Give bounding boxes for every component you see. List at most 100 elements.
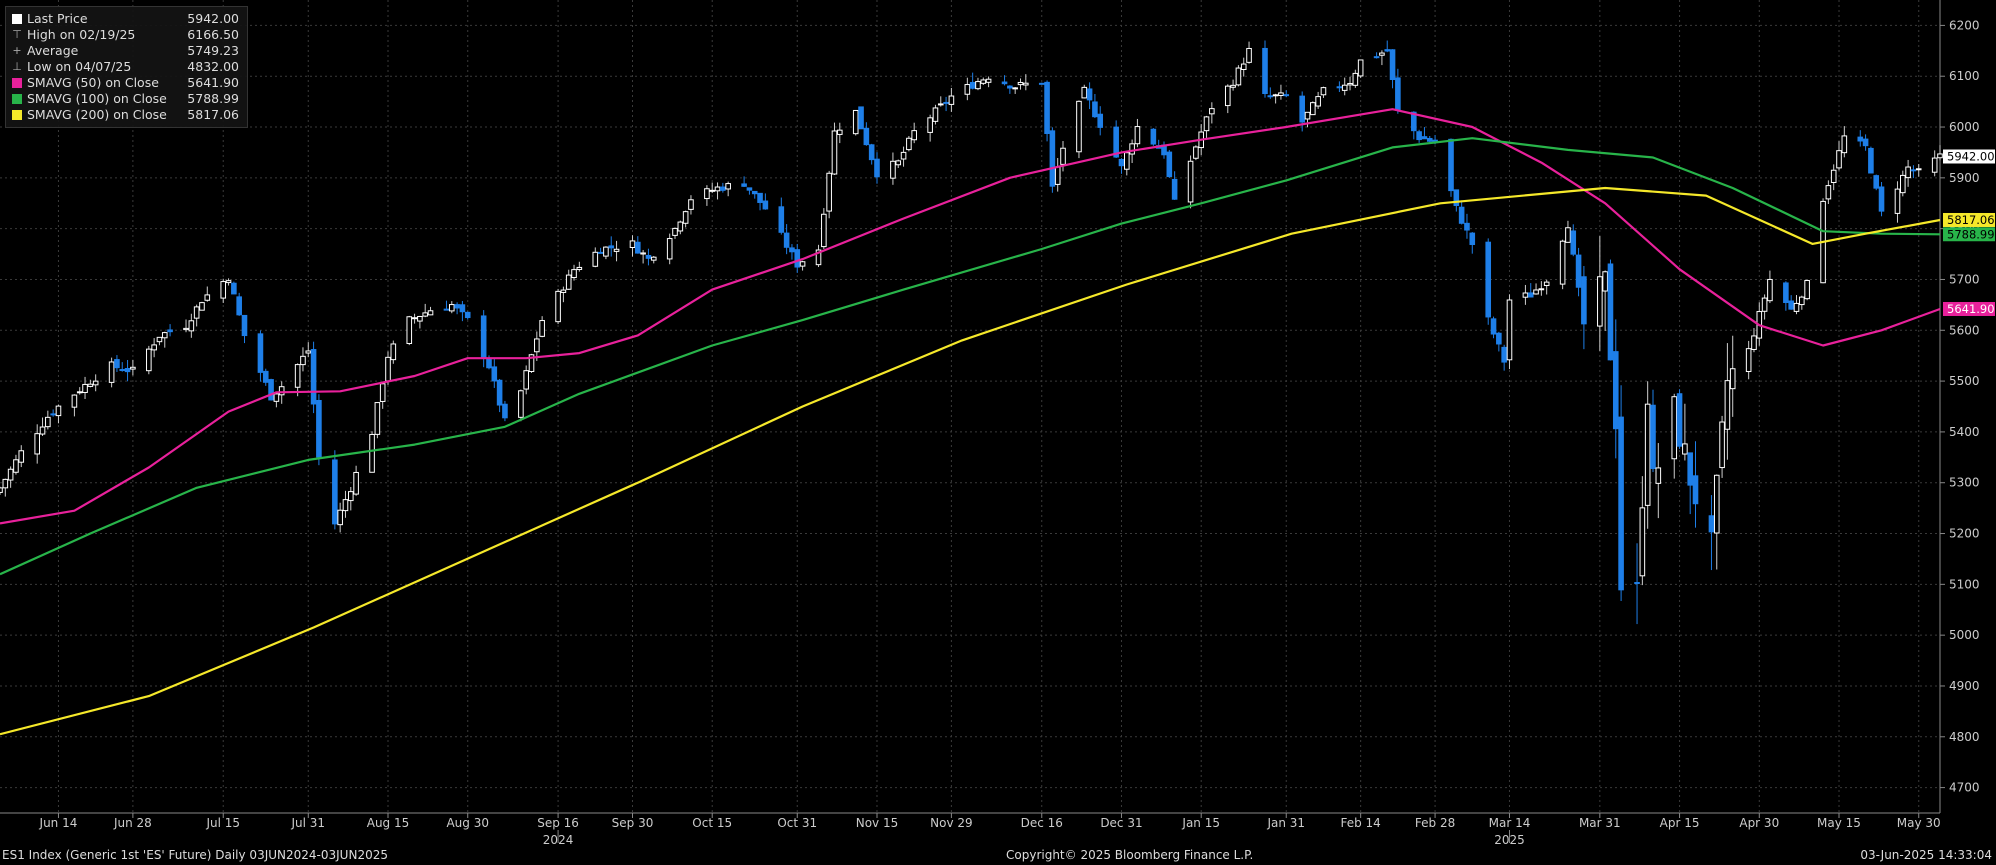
candle-down	[1118, 158, 1125, 167]
x-tick-label: Sep 16	[537, 816, 579, 830]
candle-up	[161, 332, 168, 339]
candle-up	[1533, 289, 1539, 295]
candle-down	[720, 186, 726, 191]
legend-label: High on 02/19/25	[27, 27, 136, 42]
candle-up	[576, 266, 583, 270]
candle-up	[342, 499, 349, 512]
candle-up	[677, 221, 684, 232]
candle-up	[130, 366, 136, 370]
candle-up	[220, 281, 227, 299]
x-tick-label: Jul 31	[290, 816, 325, 830]
candle-down	[1453, 189, 1460, 207]
axis-tag-label: 5788.99	[1947, 227, 1995, 241]
candle-down	[1448, 138, 1454, 192]
candle-up	[900, 151, 907, 160]
x-tick-label: Oct 31	[777, 816, 817, 830]
candle-down	[1384, 49, 1391, 52]
footer-timestamp: 03-Jun-2025 14:33:04	[1860, 848, 1992, 862]
candle-down	[1873, 175, 1880, 189]
candle-up	[725, 183, 731, 190]
candle-up	[1724, 380, 1731, 430]
candle-down	[1395, 77, 1401, 111]
candle-up	[1804, 280, 1810, 300]
candle-up	[82, 383, 88, 393]
candle-down	[1421, 136, 1428, 140]
candle-up	[1565, 227, 1571, 243]
axis-tag-bg	[1943, 227, 1995, 242]
candle-down	[863, 127, 870, 146]
candle-down	[332, 459, 338, 525]
candle-up	[1793, 302, 1800, 312]
candle-up	[1012, 87, 1018, 90]
candle-up	[406, 316, 413, 344]
candle-up	[1899, 174, 1906, 194]
candle-down	[1166, 151, 1173, 177]
x-tick-label: Dec 16	[1021, 816, 1063, 830]
candle-up	[45, 416, 51, 428]
candle-down	[1426, 137, 1433, 142]
legend-label: SMAVG (50) on Close	[27, 75, 159, 90]
candle-up	[385, 356, 391, 382]
average-icon: +	[12, 44, 22, 57]
x-tick-label: Aug 30	[446, 816, 489, 830]
candle-up	[592, 251, 599, 267]
candle-up	[1522, 292, 1529, 298]
candle-up	[1767, 278, 1773, 302]
candle-down	[114, 359, 120, 369]
candle-up	[1187, 160, 1194, 203]
candle-up	[964, 84, 971, 95]
candle-down	[874, 158, 880, 178]
x-tick-label: Oct 15	[692, 816, 732, 830]
candle-up	[1841, 135, 1848, 154]
candle-down	[1862, 138, 1869, 147]
candle-up	[300, 355, 306, 366]
x-tick-label: Jun 14	[39, 816, 78, 830]
candle-down	[236, 296, 242, 316]
candle-up	[1559, 240, 1566, 285]
candle-up	[1123, 152, 1130, 170]
x-tick-label: May 15	[1817, 816, 1861, 830]
x-tick-label: Jun 28	[113, 816, 152, 830]
candle-up	[650, 256, 657, 261]
candle-down	[1634, 582, 1640, 585]
candle-up	[427, 310, 434, 316]
candle-down	[1650, 404, 1656, 469]
candle-down	[231, 282, 237, 295]
candle-up	[87, 383, 94, 387]
y-tick-label: 5100	[1949, 577, 1980, 591]
candle-up	[1543, 281, 1550, 286]
candle-up	[799, 261, 806, 267]
sma-line-100	[0, 137, 1941, 576]
candle-up	[39, 426, 46, 435]
candle-up	[1745, 348, 1752, 373]
x-tick-label: May 30	[1897, 816, 1941, 830]
y-tick-label: 6100	[1949, 69, 1980, 83]
candle-up	[353, 471, 359, 495]
sma-line-200	[0, 186, 1941, 736]
candle-down	[1001, 81, 1008, 85]
candle-down	[480, 315, 487, 359]
x-tick-label: Jul 15	[205, 816, 240, 830]
candle-up	[411, 317, 418, 320]
candle-up	[1134, 126, 1141, 145]
candle-up	[1209, 108, 1215, 115]
high-icon: ⊤	[12, 28, 22, 41]
candle-down	[635, 241, 641, 254]
candle-up	[836, 129, 843, 135]
x-tick-label: Jan 31	[1266, 816, 1305, 830]
candle-up	[948, 95, 955, 105]
candle-up	[815, 249, 822, 266]
candle-up	[1644, 403, 1651, 506]
candle-down	[1607, 263, 1614, 361]
x-tick-label: Dec 31	[1100, 816, 1142, 830]
x-tick-label: Apr 30	[1739, 816, 1779, 830]
candle-down	[969, 81, 976, 89]
axis-tag-label: 5942.00	[1947, 150, 1995, 164]
candle-up	[895, 160, 902, 166]
candle-down	[762, 200, 769, 210]
candle-up	[1230, 84, 1236, 88]
candle-down	[1676, 393, 1683, 447]
candle-up	[560, 289, 567, 293]
candle-up	[1915, 168, 1922, 171]
